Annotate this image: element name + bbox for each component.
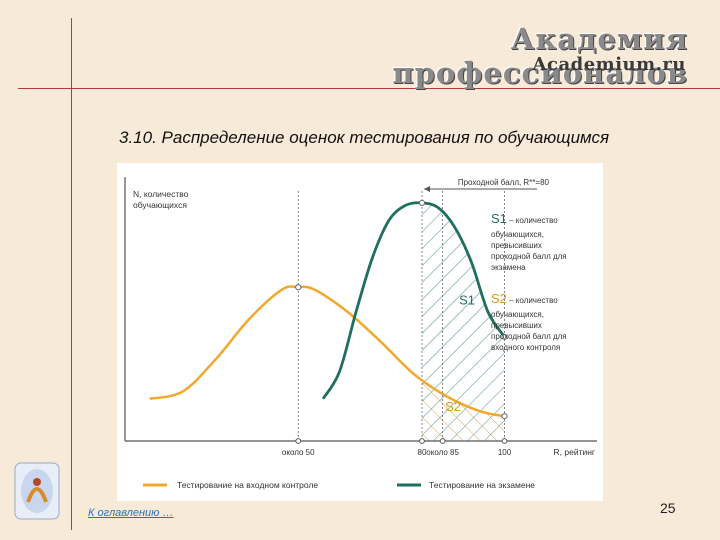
annotation-line: проходной балл для: [491, 252, 567, 261]
series-point-exam: [501, 333, 508, 340]
brand-title: Академия профессионалов: [392, 22, 688, 90]
x-axis-label: R, рейтинг: [554, 447, 596, 457]
chart-panel: около 50 80 около 85 100 N, количество обучаю…: [117, 163, 603, 501]
y-axis-label: обучающихся: [133, 200, 187, 210]
annotation-heading: S2 – количество: [491, 291, 558, 306]
legend-label-entry: Тестирование на входном контроле: [177, 480, 318, 490]
annotation-line: обучающихся,: [491, 310, 544, 319]
decorative-vertical-line: [71, 18, 72, 530]
x-tick-marker: [501, 438, 508, 444]
series-point-entry: [501, 413, 508, 420]
slide-title: 3.10. Распределение оценок тестирования …: [119, 128, 610, 147]
region-s1: [422, 202, 505, 441]
annotation-line: входного контроля: [491, 343, 560, 352]
page-number: 25: [660, 500, 676, 516]
annotation-line: превысивших: [491, 241, 542, 250]
x-tick-label: около 85: [426, 448, 459, 457]
annotation-line: обучающихся,: [491, 230, 544, 239]
table-of-contents-link[interactable]: К оглавлению …: [88, 507, 174, 519]
annotation-heading: S1 – количество: [491, 211, 558, 226]
series-line-entry: [149, 285, 505, 418]
academy-logo-icon: [14, 462, 60, 520]
series-line-exam: [321, 201, 506, 400]
x-tick-marker: [295, 438, 302, 444]
x-tick-marker: [439, 438, 446, 444]
annotation-line: проходной балл для: [491, 332, 567, 341]
series-point-entry: [295, 284, 302, 291]
annotation-line: превысивших: [491, 321, 542, 330]
legend-label-exam: Тестирование на экзамене: [429, 480, 535, 490]
x-tick-label: 80: [418, 448, 427, 457]
pass-score-label: Проходной балл, R**=80: [458, 178, 550, 187]
y-axis-label: N, количество: [133, 189, 189, 199]
region-s1-label: S1: [459, 293, 475, 308]
x-tick-label: 100: [498, 448, 512, 457]
decorative-horizontal-line: [18, 88, 720, 89]
series-point-exam: [418, 199, 426, 207]
x-tick-label: около 50: [282, 448, 315, 457]
x-tick-marker: [419, 438, 425, 444]
brand-url: Academium.ru: [532, 54, 686, 75]
annotation-line: экзамена: [491, 263, 526, 272]
region-s2-label: S2: [445, 399, 461, 414]
